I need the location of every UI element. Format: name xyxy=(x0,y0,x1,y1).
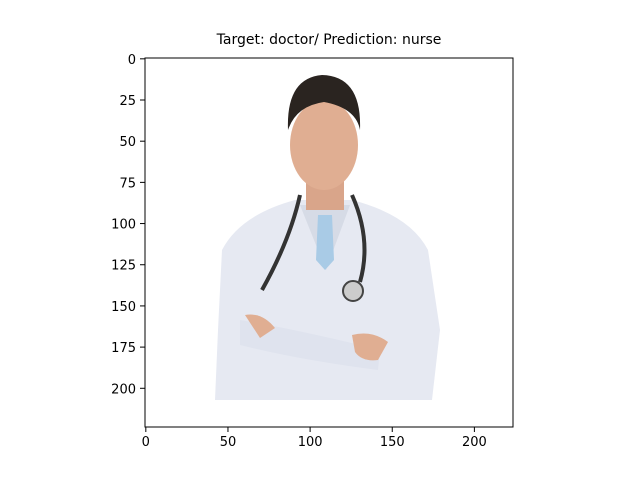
y-tick-label: 200 xyxy=(111,382,136,397)
y-tick-label: 100 xyxy=(111,218,136,233)
arms xyxy=(240,320,380,370)
y-tick-label: 0 xyxy=(128,53,136,68)
y-tick-label: 125 xyxy=(111,259,136,274)
stethoscope xyxy=(260,194,367,291)
chart-title: Target: doctor/ Prediction: nurse xyxy=(216,32,442,48)
x-tick-label: 100 xyxy=(298,435,323,450)
y-tick-label: 50 xyxy=(119,135,136,150)
x-tick-label: 50 xyxy=(220,435,237,450)
y-tick-label: 175 xyxy=(111,341,136,356)
x-tick-label: 150 xyxy=(380,435,405,450)
y-tick-label: 75 xyxy=(119,176,136,191)
x-tick-label: 200 xyxy=(462,435,487,450)
hand xyxy=(352,333,388,361)
image xyxy=(145,58,513,427)
axes-frame xyxy=(144,57,514,428)
stethoscope-head xyxy=(342,280,364,302)
tie xyxy=(316,215,334,270)
y-tick-label: 150 xyxy=(111,300,136,315)
y-tick-label: 25 xyxy=(119,94,136,109)
face xyxy=(290,100,358,190)
hair xyxy=(287,75,361,130)
x-tick-label: 0 xyxy=(142,435,150,450)
hand xyxy=(245,314,275,338)
